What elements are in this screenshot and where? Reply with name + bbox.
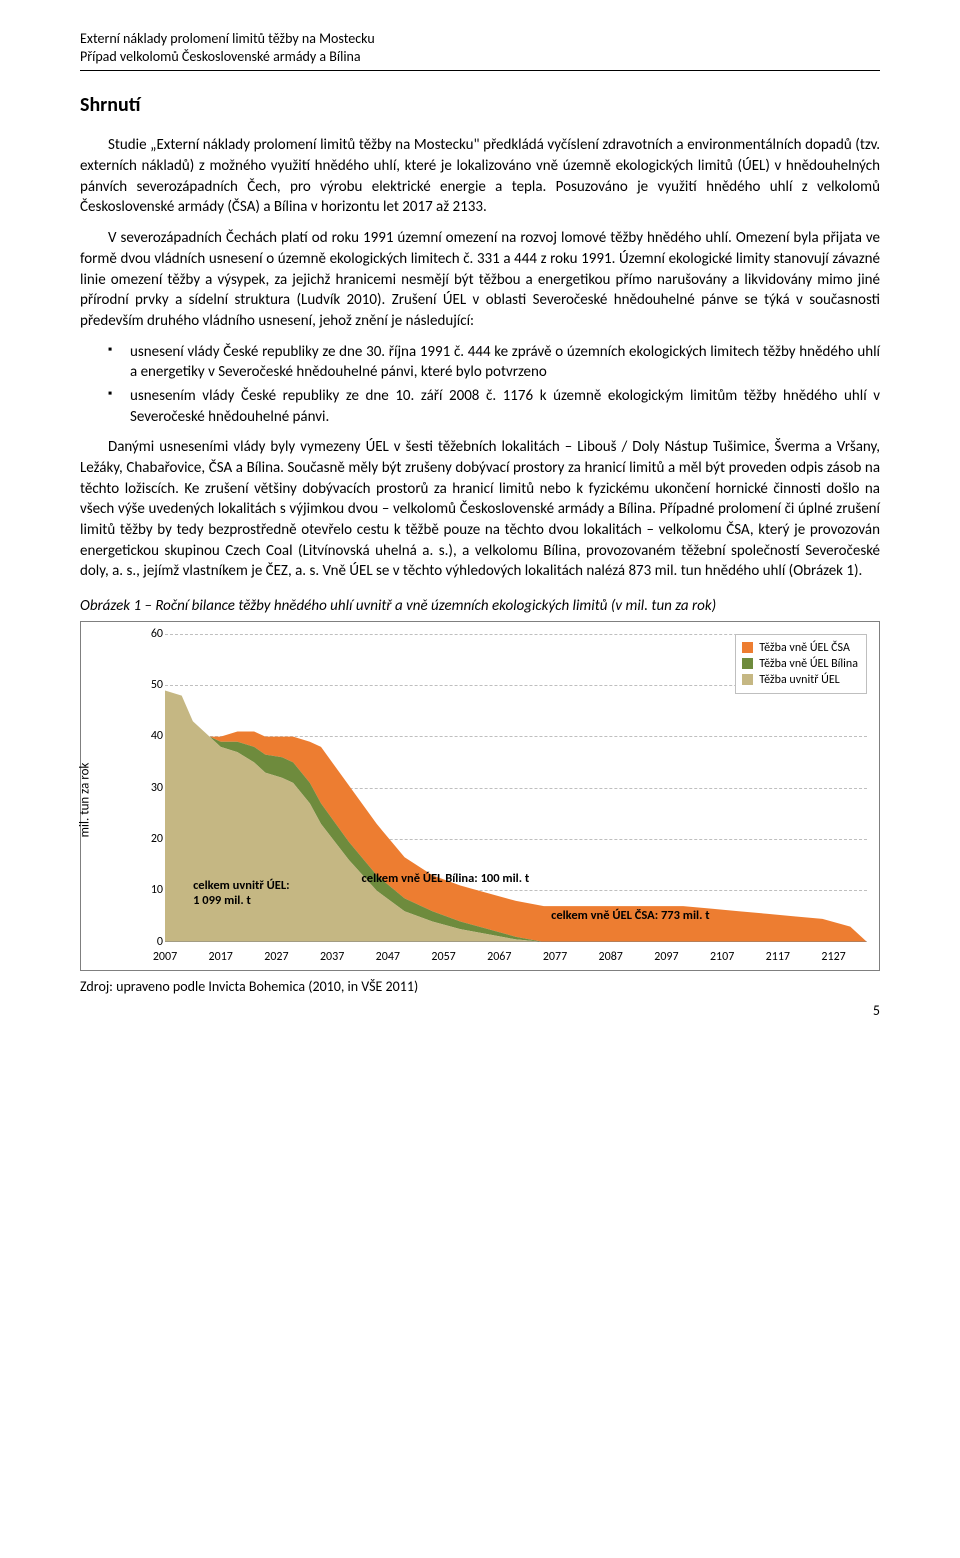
page: Externí náklady prolomení limitů těžby n… bbox=[0, 0, 960, 1049]
x-tick: 2077 bbox=[543, 950, 567, 964]
annotation-inside-l1: celkem uvnitř ÚEL: bbox=[193, 878, 290, 893]
x-tick: 2107 bbox=[710, 950, 734, 964]
x-ticks: 2007201720272037204720572067207720872097… bbox=[165, 946, 867, 964]
legend-swatch-inside bbox=[742, 674, 753, 685]
chart-container: mil. tun za rok 0 10 20 30 40 50 60 Těžba vně … bbox=[80, 621, 880, 971]
y-tick: 10 bbox=[139, 883, 163, 897]
x-tick: 2127 bbox=[821, 950, 845, 964]
y-tick: 50 bbox=[139, 678, 163, 692]
header-line1: Externí náklady prolomení limitů těžby n… bbox=[80, 30, 880, 48]
y-tick: 40 bbox=[139, 729, 163, 743]
source-line: Zdroj: upraveno podle Invicta Bohemica (… bbox=[80, 977, 880, 996]
x-tick: 2027 bbox=[264, 950, 288, 964]
legend-swatch-csa bbox=[742, 642, 753, 653]
x-tick: 2047 bbox=[376, 950, 400, 964]
y-axis-label: mil. tun za rok bbox=[78, 762, 93, 837]
legend-label-inside: Těžba uvnitř ÚEL bbox=[759, 673, 839, 687]
bullet-1: usnesení vlády České republiky ze dne 30… bbox=[80, 342, 880, 383]
x-tick: 2097 bbox=[654, 950, 678, 964]
x-tick: 2067 bbox=[487, 950, 511, 964]
section-title: Shrnutí bbox=[80, 93, 880, 117]
x-tick: 2087 bbox=[599, 950, 623, 964]
legend: Těžba vně ÚEL ČSA Těžba vně ÚEL Bílina T… bbox=[735, 634, 867, 694]
legend-label-bilina: Těžba vně ÚEL Bílina bbox=[759, 657, 858, 671]
legend-label-csa: Těžba vně ÚEL ČSA bbox=[759, 641, 850, 655]
stacked-area-chart: mil. tun za rok 0102030405060 Těžba vně … bbox=[83, 630, 877, 970]
annotation-csa: celkem vně ÚEL ČSA: 773 mil. t bbox=[551, 908, 710, 923]
x-tick: 2037 bbox=[320, 950, 344, 964]
paragraph-2: V severozápadních Čechách platí od roku … bbox=[80, 228, 880, 331]
legend-item-csa: Těžba vně ÚEL ČSA bbox=[742, 641, 858, 655]
y-tick: 60 bbox=[139, 627, 163, 641]
legend-item-bilina: Těžba vně ÚEL Bílina bbox=[742, 657, 858, 671]
y-tick: 20 bbox=[139, 832, 163, 846]
annotation-inside-l2: 1 099 mil. t bbox=[193, 893, 290, 908]
plot-wrap: 0102030405060 Těžba vně ÚEL ČSA Těžba vn… bbox=[139, 634, 867, 942]
annotation-inside: celkem uvnitř ÚEL: 1 099 mil. t bbox=[193, 878, 290, 908]
x-tick: 2117 bbox=[766, 950, 790, 964]
page-number: 5 bbox=[80, 1002, 880, 1019]
header-line2: Případ velkolomů Československé armády a… bbox=[80, 48, 880, 66]
y-tick: 0 bbox=[139, 935, 163, 949]
y-tick: 30 bbox=[139, 781, 163, 795]
running-header: Externí náklady prolomení limitů těžby n… bbox=[80, 30, 880, 71]
legend-swatch-bilina bbox=[742, 658, 753, 669]
paragraph-1: Studie „Externí náklady prolomení limitů… bbox=[80, 135, 880, 218]
legend-item-inside: Těžba uvnitř ÚEL bbox=[742, 673, 858, 687]
bullet-2: usnesením vlády České republiky ze dne 1… bbox=[80, 386, 880, 427]
paragraph-3: Danými usneseními vlády byly vymezeny ÚE… bbox=[80, 437, 880, 582]
figure-caption: Obrázek 1 – Roční bilance těžby hnědého … bbox=[80, 596, 880, 617]
x-tick: 2017 bbox=[209, 950, 233, 964]
plot-area: Těžba vně ÚEL ČSA Těžba vně ÚEL Bílina T… bbox=[165, 634, 867, 942]
x-tick: 2007 bbox=[153, 950, 177, 964]
bullet-list: usnesení vlády České republiky ze dne 30… bbox=[80, 342, 880, 428]
x-tick: 2057 bbox=[431, 950, 455, 964]
annotation-bilina: celkem vně ÚEL Bílina: 100 mil. t bbox=[362, 871, 530, 886]
